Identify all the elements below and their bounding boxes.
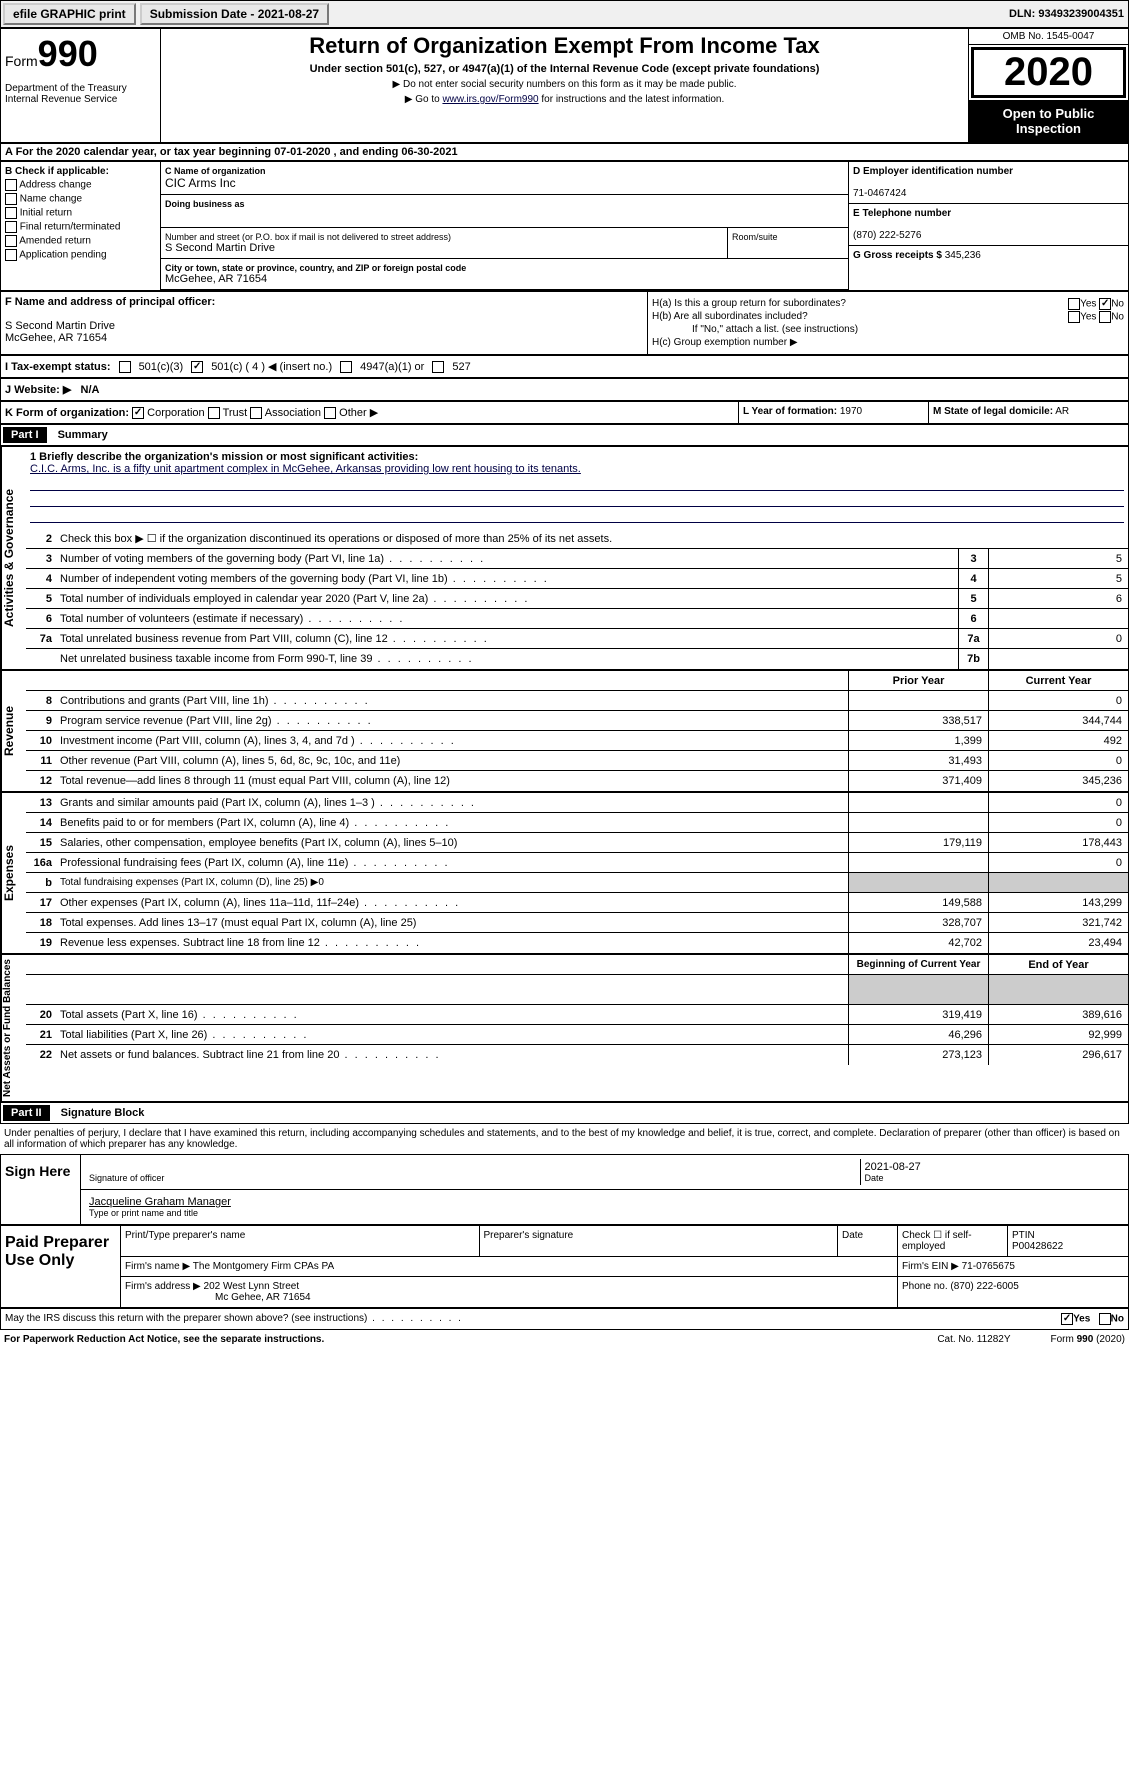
section-e: E Telephone number (870) 222-5276 xyxy=(849,204,1128,246)
section-m: M State of legal domicile: AR xyxy=(928,402,1128,423)
ptin: PTINP00428622 xyxy=(1008,1226,1128,1256)
city-row: City or town, state or province, country… xyxy=(161,258,848,290)
side-activities: Activities & Governance xyxy=(1,447,26,669)
section-k: K Form of organization: Corporation Trus… xyxy=(1,402,738,423)
sign-date: 2021-08-27Date xyxy=(861,1159,1125,1185)
current-year-header: Current Year xyxy=(988,671,1128,690)
dba-row: Doing business as xyxy=(161,195,848,228)
note-link: ▶ Go to www.irs.gov/Form990 for instruct… xyxy=(165,94,964,105)
section-h: H(a) Is this a group return for subordin… xyxy=(648,292,1128,354)
part1-header: Part I xyxy=(3,427,47,443)
form-number: Form990 xyxy=(5,33,156,75)
tax-year: 2020 xyxy=(971,47,1126,98)
officer-name: Jacqueline Graham ManagerType or print n… xyxy=(85,1194,1124,1220)
side-netassets: Net Assets or Fund Balances xyxy=(1,955,26,1101)
begin-year-header: Beginning of Current Year xyxy=(848,955,988,974)
section-b: B Check if applicable: Address change Na… xyxy=(1,162,161,290)
section-d: D Employer identification number 71-0467… xyxy=(849,162,1128,204)
dln: DLN: 93493239004351 xyxy=(1005,8,1128,20)
prep-date: Date xyxy=(838,1226,898,1256)
irs-link[interactable]: www.irs.gov/Form990 xyxy=(442,94,538,105)
mission-row: 1 Briefly describe the organization's mi… xyxy=(26,447,1128,529)
form-header: Form990 Department of the Treasury Inter… xyxy=(0,28,1129,143)
prior-year-header: Prior Year xyxy=(848,671,988,690)
bottom-row: For Paperwork Reduction Act Notice, see … xyxy=(0,1330,1129,1349)
paid-preparer-label: Paid Preparer Use Only xyxy=(1,1226,121,1307)
firm-ein: Firm's EIN ▶ 71-0765675 xyxy=(898,1257,1128,1276)
preparer-name: Print/Type preparer's name xyxy=(121,1226,480,1256)
firm-phone: Phone no. (870) 222-6005 xyxy=(898,1277,1128,1307)
declaration: Under penalties of perjury, I declare th… xyxy=(0,1124,1129,1154)
self-employed: Check ☐ if self-employed xyxy=(898,1226,1008,1256)
section-j: J Website: ▶ N/A xyxy=(0,378,1129,401)
firm-addr: Firm's address ▶ 202 West Lynn Street Mc… xyxy=(121,1277,898,1307)
firm-name: Firm's name ▶ The Montgomery Firm CPAs P… xyxy=(121,1257,898,1276)
note-ssn: ▶ Do not enter social security numbers o… xyxy=(165,79,964,90)
omb-number: OMB No. 1545-0047 xyxy=(969,29,1128,45)
submission-button[interactable]: Submission Date - 2021-08-27 xyxy=(140,3,329,25)
street-row: Number and street (or P.O. box if mail i… xyxy=(161,228,728,258)
room-suite: Room/suite xyxy=(728,228,848,258)
top-bar: efile GRAPHIC print Submission Date - 20… xyxy=(0,0,1129,28)
preparer-sig: Preparer's signature xyxy=(480,1226,839,1256)
side-revenue: Revenue xyxy=(1,671,26,791)
part2-title: Signature Block xyxy=(61,1107,145,1119)
officer-signature: Signature of officer xyxy=(85,1159,861,1185)
part1-title: Summary xyxy=(58,429,108,441)
section-i: I Tax-exempt status: 501(c)(3) 501(c) ( … xyxy=(0,355,1129,378)
discuss-row: May the IRS discuss this return with the… xyxy=(0,1308,1129,1330)
dept-treasury: Department of the Treasury Internal Reve… xyxy=(5,83,156,105)
efile-button[interactable]: efile GRAPHIC print xyxy=(3,3,136,25)
end-year-header: End of Year xyxy=(988,955,1128,974)
part2-header: Part II xyxy=(3,1105,50,1121)
form-subtitle: Under section 501(c), 527, or 4947(a)(1)… xyxy=(165,63,964,75)
form-title: Return of Organization Exempt From Incom… xyxy=(165,33,964,59)
section-g: G Gross receipts $ 345,236 xyxy=(849,246,1128,265)
section-f: F Name and address of principal officer:… xyxy=(1,292,648,354)
sign-here-label: Sign Here xyxy=(1,1155,81,1224)
open-public: Open to Public Inspection xyxy=(969,100,1128,142)
org-name-row: C Name of organization CIC Arms Inc xyxy=(161,162,848,195)
side-expenses: Expenses xyxy=(1,793,26,953)
section-l: L Year of formation: 1970 xyxy=(738,402,928,423)
section-a: A For the 2020 calendar year, or tax yea… xyxy=(0,143,1129,161)
